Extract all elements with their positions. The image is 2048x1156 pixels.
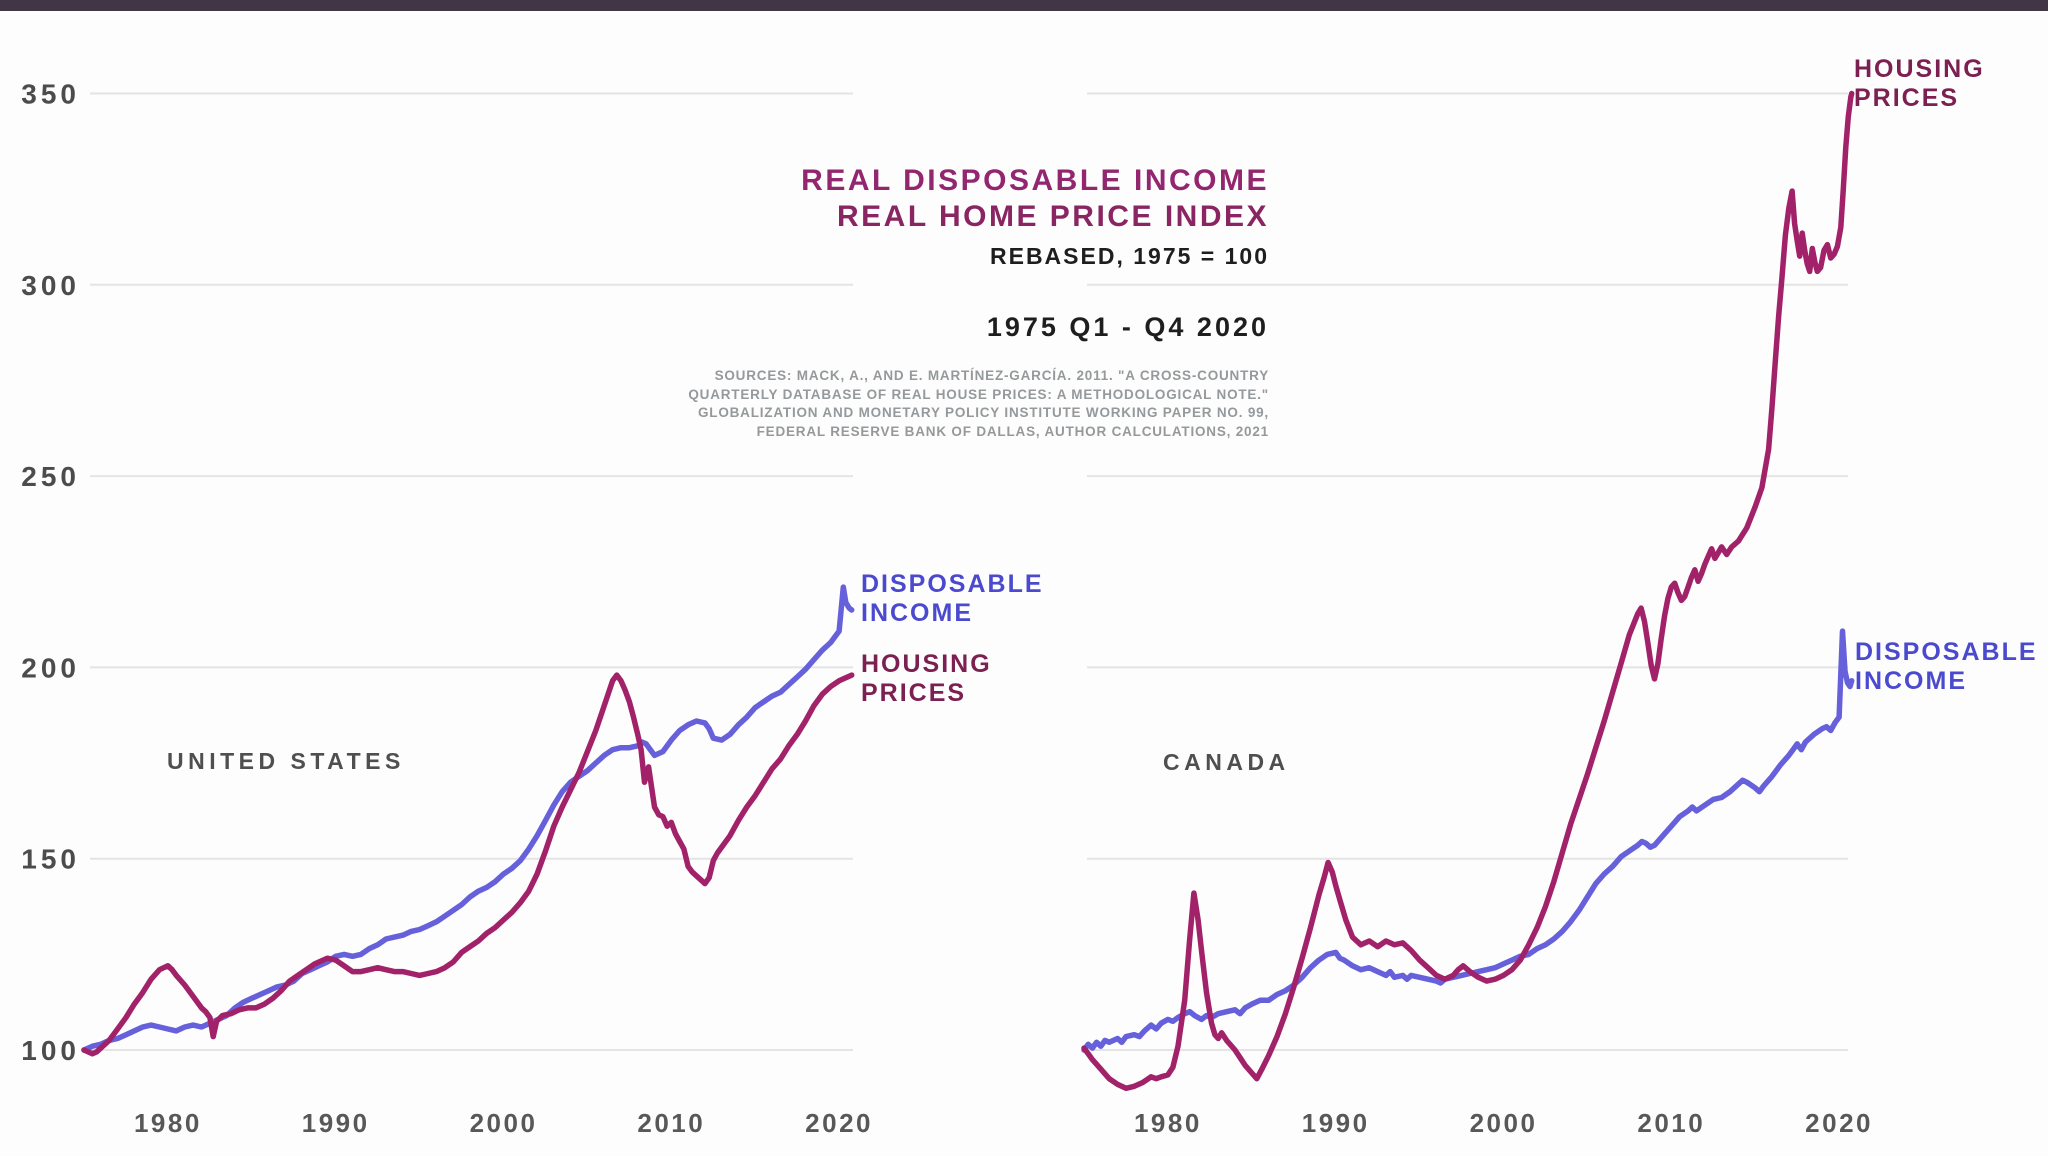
y-axis-label-250: 250 <box>21 461 80 492</box>
y-axis-label-200: 200 <box>21 652 80 683</box>
chart-title-line-2: REAL HOME PRICE INDEX <box>837 200 1269 233</box>
country-label-united-states: UNITED STATES <box>167 748 405 774</box>
x-axis-label-1980: 1980 <box>134 1108 202 1138</box>
x-axis-label-2020: 2020 <box>805 1108 873 1138</box>
x-axis-label-2000: 2000 <box>1470 1108 1538 1138</box>
canada-housing-prices-label: HOUSING PRICES <box>1854 55 1985 113</box>
x-axis-label-2020: 2020 <box>1805 1108 1873 1138</box>
x-axis-label-1990: 1990 <box>1302 1108 1370 1138</box>
x-axis-label-1990: 1990 <box>302 1108 370 1138</box>
x-axis-label-2010: 2010 <box>1637 1108 1705 1138</box>
x-axis-label-2000: 2000 <box>470 1108 538 1138</box>
us-housing-prices-label-line-1: HOUSING <box>861 650 992 678</box>
chart-title-line-1: REAL DISPOSABLE INCOME <box>801 164 1269 197</box>
series-line-united-states-housing-prices <box>81 672 855 1057</box>
y-axis-label-100: 100 <box>21 1035 80 1066</box>
chart-subtitle-rebased: REBASED, 1975 = 100 <box>990 243 1269 269</box>
y-axis-label-300: 300 <box>21 270 80 301</box>
sources-line-3: GLOBALIZATION AND MONETARY POLICY INSTIT… <box>697 405 1269 420</box>
series-line-canada-disposable-income <box>1081 628 1855 1053</box>
canada-housing-prices-label-line-1: HOUSING <box>1854 55 1985 83</box>
x-axis-label-2010: 2010 <box>637 1108 705 1138</box>
top-bar <box>0 0 2048 11</box>
canada-disposable-income-label-line-1: DISPOSABLE <box>1855 638 2038 666</box>
us-housing-prices-label: HOUSING PRICES <box>861 650 992 708</box>
series-line-canada-housing-prices <box>1081 90 1855 1092</box>
chart-period: 1975 Q1 - Q4 2020 <box>986 312 1269 342</box>
y-axis-label-350: 350 <box>21 79 80 110</box>
x-axis-label-1980: 1980 <box>1134 1108 1202 1138</box>
sources-note: SOURCES: MACK, A., AND E. MARTÍNEZ-GARCÍ… <box>688 367 1269 441</box>
us-disposable-income-label-line-1: DISPOSABLE <box>861 570 1044 598</box>
canada-disposable-income-label-line-2: INCOME <box>1855 667 1967 695</box>
y-axis-label-150: 150 <box>21 844 80 875</box>
canada-housing-prices-label-line-2: PRICES <box>1854 84 1960 112</box>
sources-line-4: FEDERAL RESERVE BANK OF DALLAS, AUTHOR C… <box>756 423 1269 439</box>
canada-disposable-income-label: DISPOSABLE INCOME <box>1855 638 2038 696</box>
country-label-canada: CANADA <box>1163 749 1290 775</box>
sources-line-2: QUARTERLY DATABASE OF REAL HOUSE PRICES:… <box>688 386 1269 402</box>
us-disposable-income-label: DISPOSABLE INCOME <box>861 570 1044 628</box>
title-block: REAL DISPOSABLE INCOME REAL HOME PRICE I… <box>688 162 1269 441</box>
us-housing-prices-label-line-2: PRICES <box>861 679 967 707</box>
sources-line-1: SOURCES: MACK, A., AND E. MARTÍNEZ-GARCÍ… <box>714 368 1269 383</box>
us-disposable-income-label-line-2: INCOME <box>861 599 973 627</box>
